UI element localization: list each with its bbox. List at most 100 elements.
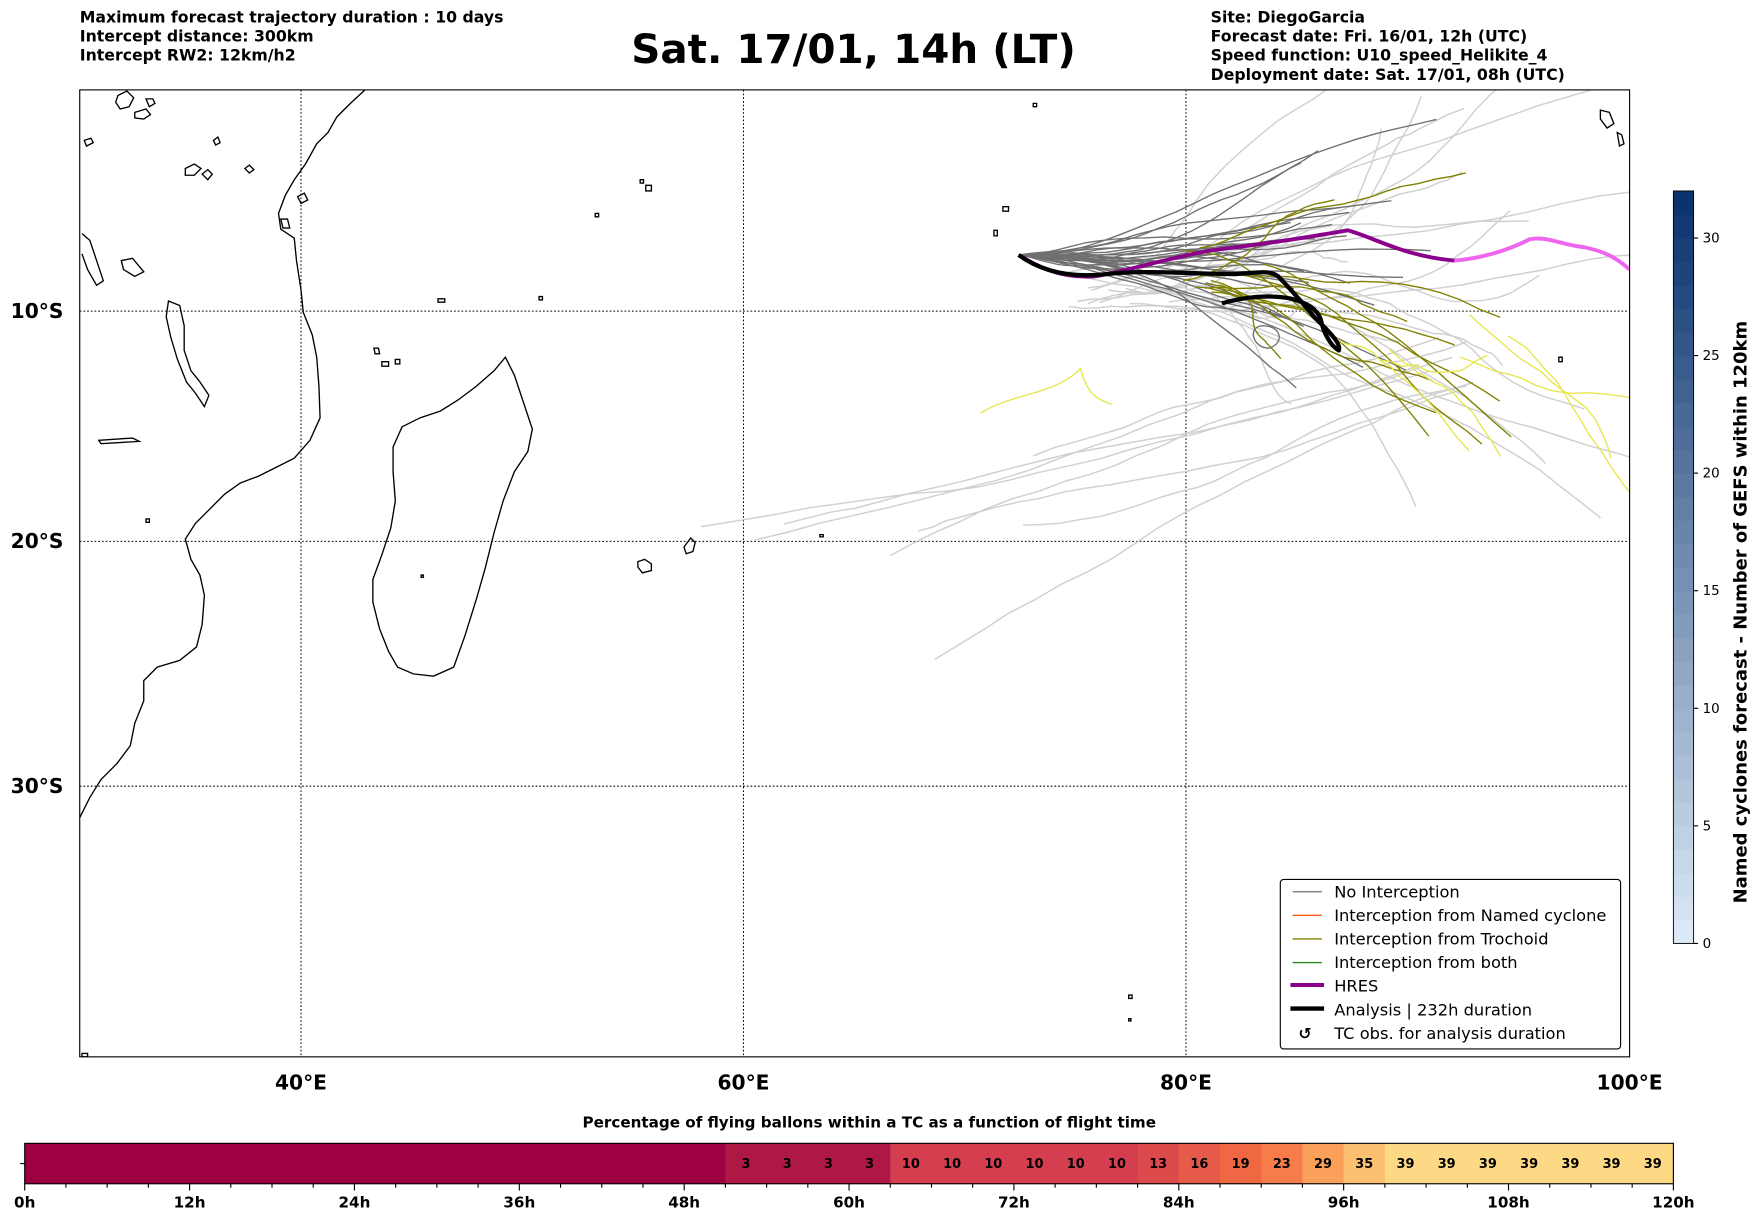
ensemble-trajectory: [1469, 314, 1612, 458]
bar-cell-label: 39: [1603, 1157, 1621, 1172]
ensemble-trajectory: [1087, 107, 1465, 305]
colorbar-band: [1673, 755, 1694, 780]
bar-cell-label: 3: [865, 1157, 874, 1172]
header-speed-function: Speed function: U10_speed_Helikite_4: [1211, 46, 1548, 65]
ensemble-trajectory: [1018, 150, 1319, 257]
bar-cell: [1013, 1143, 1056, 1184]
colorbar-tick-label: 25: [1703, 348, 1720, 364]
bar-cell-label: 39: [1644, 1157, 1662, 1172]
colorbar-tick-label: 10: [1703, 701, 1720, 717]
ensemble-trajectory: [1507, 335, 1630, 493]
bar-cell: [478, 1143, 520, 1184]
colorbar-band: [1673, 379, 1694, 404]
trajectory-lines: [701, 89, 1630, 660]
bar-cell: [931, 1143, 974, 1184]
bar-cell: [354, 1143, 397, 1184]
bar-cell-label: 10: [902, 1157, 920, 1172]
colorbar-band: [1673, 449, 1694, 474]
colorbar-band: [1673, 684, 1694, 709]
bar-cell: [849, 1143, 891, 1184]
legend-label: TC obs. for analysis duration: [1333, 1024, 1566, 1043]
bar-cell-label: 10: [1108, 1157, 1126, 1172]
colorbar-band: [1673, 778, 1694, 803]
ensemble-trajectory: [1380, 354, 1488, 373]
colorbar-band: [1673, 402, 1694, 427]
colorbar-band: [1673, 637, 1694, 662]
bar-cell: [1508, 1143, 1551, 1184]
bar-cell-label: 10: [943, 1157, 961, 1172]
tc-obs-icon: ↺: [1298, 1024, 1311, 1043]
madagascar-coastline: [372, 355, 534, 677]
ensemble-trajectory: [1459, 356, 1630, 399]
ensemble-trajectory: [783, 370, 1430, 525]
header-forecast-date: Forecast date: Fri. 16/01, 12h (UTC): [1211, 27, 1528, 46]
ensemble-trajectory: [1232, 272, 1483, 445]
colorbar-band: [1673, 285, 1694, 310]
colorbar-band: [1673, 802, 1694, 827]
ensemble-trajectory: [1090, 95, 1422, 292]
ensemble-trajectory: [701, 363, 1420, 528]
bar-cell: [601, 1143, 644, 1184]
bar-cell: [684, 1143, 726, 1184]
colorbar-band: [1673, 590, 1694, 615]
bar-cell: [642, 1143, 685, 1184]
colorbar-band: [1673, 708, 1694, 733]
ensemble-trajectory: [1199, 172, 1466, 249]
colorbar-band: [1673, 237, 1694, 263]
bar-cell-label: 23: [1273, 1157, 1291, 1172]
colorbar-band: [1673, 825, 1694, 850]
bar-cell: [519, 1143, 561, 1184]
bar-cell: [1302, 1143, 1345, 1184]
bar-cell: [1467, 1143, 1509, 1184]
bar-cell: [24, 1143, 67, 1184]
bar-tick-label: 36h: [503, 1193, 535, 1211]
lon-tick-40e: 40°E: [275, 1070, 327, 1094]
bar-cell: [230, 1143, 273, 1184]
lon-tick-100e: 100°E: [1597, 1070, 1663, 1094]
colorbar-band: [1673, 473, 1694, 498]
lon-tick-80e: 80°E: [1160, 1070, 1212, 1094]
header-intercept-distance: Intercept distance: 300km: [80, 27, 314, 46]
bar-tick-label: 120h: [1652, 1193, 1694, 1211]
bar-tick-label: 0h: [14, 1193, 35, 1211]
bar-cell: [1096, 1143, 1139, 1184]
bar-cell: [972, 1143, 1015, 1184]
colorbar-band: [1673, 214, 1694, 239]
ensemble-trajectory: [1171, 263, 1547, 464]
colorbar-band: [1673, 543, 1694, 568]
bar-tick-label: 24h: [338, 1193, 370, 1211]
bar-tick-label: 60h: [833, 1193, 865, 1211]
bar-cell: [1055, 1143, 1097, 1184]
ensemble-trajectory: [1252, 325, 1280, 349]
bar-tick-label: 72h: [998, 1193, 1030, 1211]
ensemble-trajectory: [1262, 263, 1512, 438]
ensemble-trajectory: [1018, 118, 1437, 256]
chart-title: Sat. 17/01, 14h (LT): [631, 25, 1076, 73]
bar-cell-label: 35: [1355, 1157, 1373, 1172]
bar-cell: [1219, 1143, 1262, 1184]
colorbar-band: [1673, 614, 1694, 639]
ensemble-trajectory: [1077, 286, 1292, 405]
colorbar-band: [1673, 520, 1694, 545]
bar-cell: [725, 1143, 768, 1184]
header-intercept-rw2: Intercept RW2: 12km/h2: [80, 46, 296, 65]
africa-coastline: [79, 89, 366, 818]
bar-cell: [1178, 1143, 1221, 1184]
bar-cell-label: 13: [1149, 1157, 1167, 1172]
lat-tick-30s: 30°S: [11, 774, 64, 798]
ensemble-trajectory: [1138, 89, 1595, 280]
lake-victoria: [120, 257, 145, 278]
bar-tick-label: 108h: [1487, 1193, 1529, 1211]
bar-cell-label: 39: [1561, 1157, 1579, 1172]
bar-cell: [1632, 1143, 1674, 1184]
bar-cell: [1590, 1143, 1633, 1184]
bar-cell: [1261, 1143, 1303, 1184]
bar-cell: [560, 1143, 603, 1184]
ensemble-trajectory: [1205, 285, 1408, 323]
bar-cell: [1426, 1143, 1468, 1184]
colorbar-band: [1673, 919, 1694, 944]
colorbar-band: [1673, 567, 1694, 592]
bar-cell: [148, 1143, 191, 1184]
bar-cell-label: 3: [824, 1157, 833, 1172]
colorbar-tick-label: 30: [1703, 230, 1720, 246]
